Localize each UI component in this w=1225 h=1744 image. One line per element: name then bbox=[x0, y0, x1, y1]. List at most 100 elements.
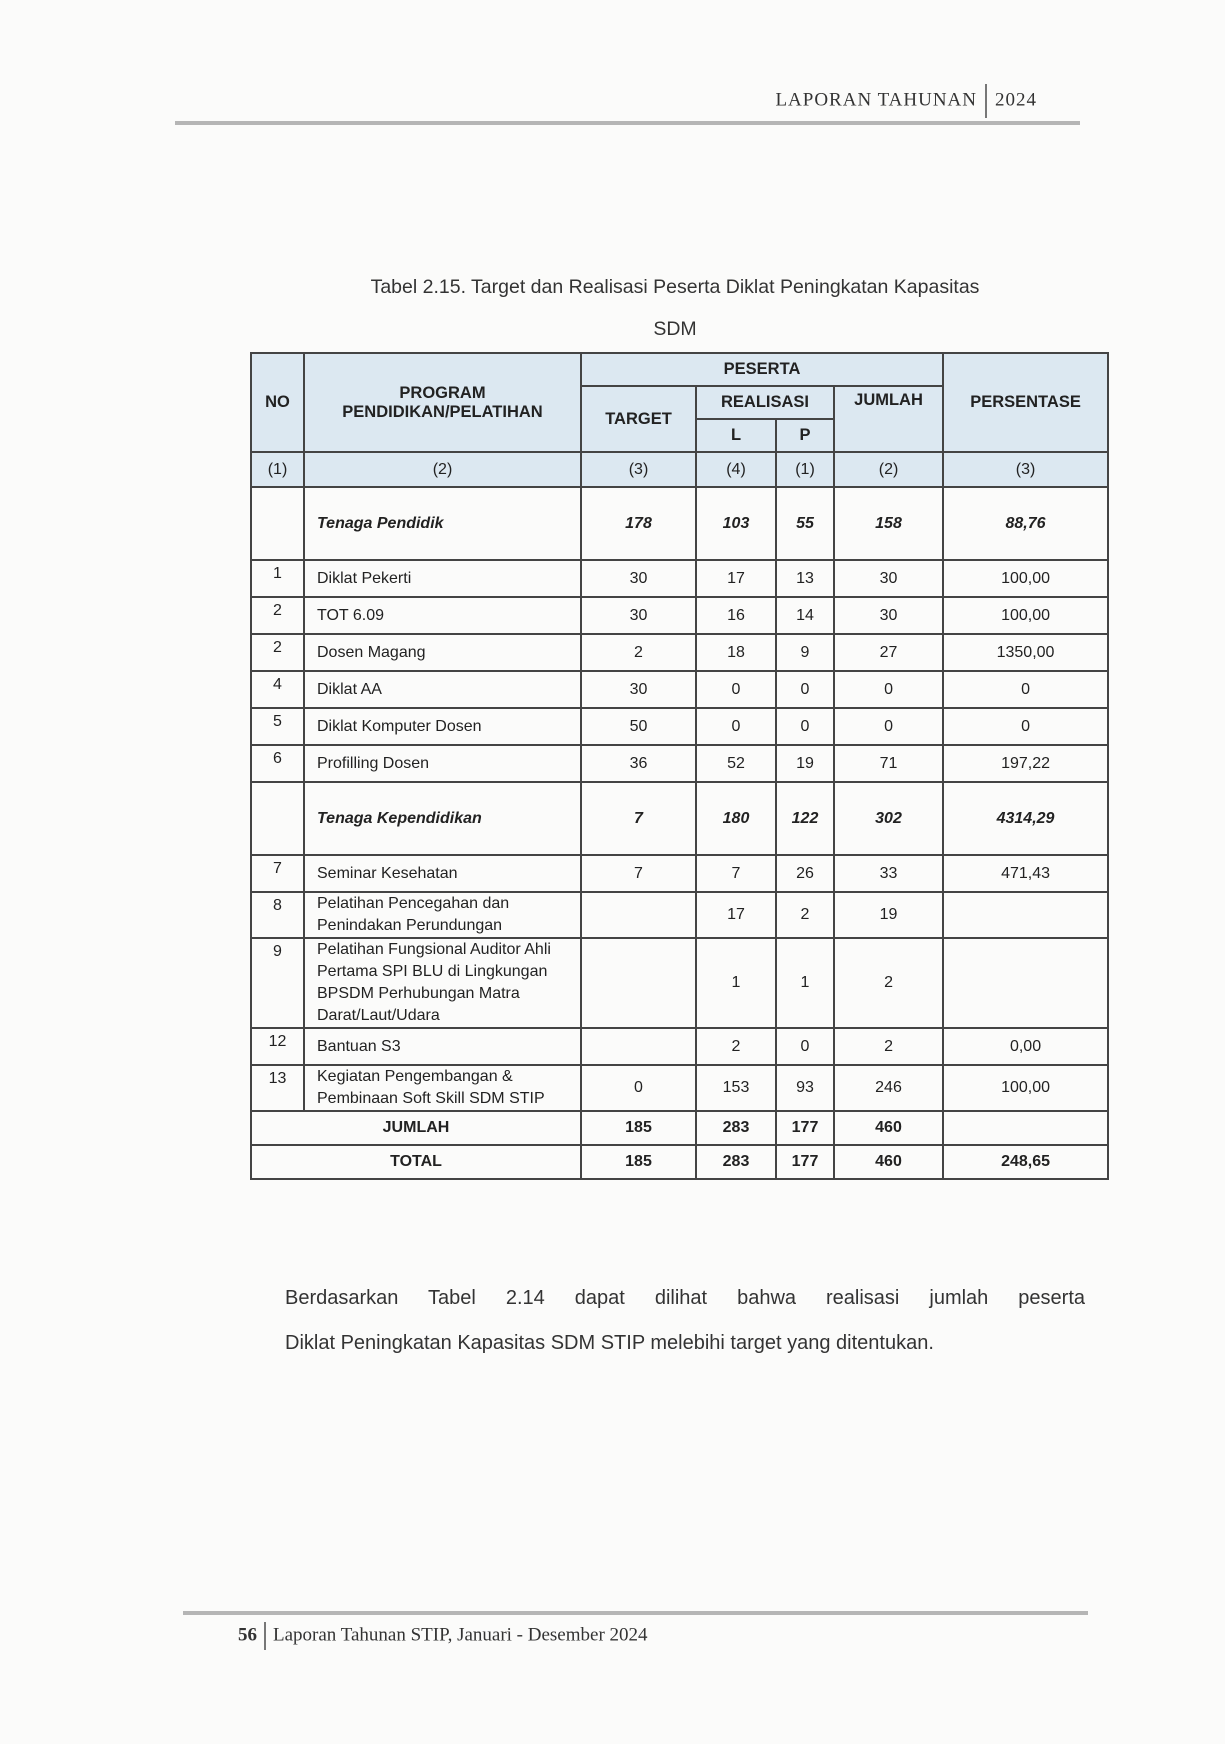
row-jumlah: 2 bbox=[832, 1027, 945, 1066]
summary-persentase: 248,65 bbox=[942, 1144, 1110, 1180]
summary-jumlah: 460 bbox=[832, 1110, 945, 1146]
header-peserta: PESERTA bbox=[579, 352, 945, 387]
row-l: 2 bbox=[695, 1027, 777, 1066]
row-p: 0 bbox=[775, 707, 835, 746]
column-index: (2) bbox=[303, 451, 582, 488]
row-jumlah: 71 bbox=[832, 744, 945, 783]
row-p: 13 bbox=[775, 559, 835, 598]
summary-persentase bbox=[942, 1110, 1110, 1146]
row-l: 7 bbox=[695, 854, 777, 893]
column-index: (3) bbox=[942, 451, 1110, 488]
row-jumlah: 0 bbox=[832, 670, 945, 709]
row-l: 0 bbox=[695, 707, 777, 746]
group-label: Tenaga Pendidik bbox=[303, 486, 582, 561]
group-l: 103 bbox=[695, 486, 777, 561]
row-target: 30 bbox=[580, 559, 697, 598]
table-row: 6 Profilling Dosen 36 52 19 71 197,22 bbox=[250, 744, 1110, 783]
row-program: TOT 6.09 bbox=[303, 596, 582, 635]
row-target: 2 bbox=[580, 633, 697, 672]
footer-rule bbox=[183, 1611, 1088, 1615]
column-index: (4) bbox=[695, 451, 777, 488]
row-program: Diklat Komputer Dosen bbox=[303, 707, 582, 746]
group-label: Tenaga Kependidikan bbox=[303, 781, 582, 856]
table-row: 9 Pelatihan Fungsional Auditor Ahli Perta… bbox=[250, 937, 1110, 1029]
header-realisasi: REALISASI bbox=[695, 385, 835, 420]
row-persentase: 100,00 bbox=[942, 596, 1110, 635]
header-persentase: PERSENTASE bbox=[942, 352, 1110, 453]
row-no: 4 bbox=[250, 670, 305, 709]
group-p: 55 bbox=[775, 486, 835, 561]
header-no: NO bbox=[250, 352, 305, 453]
row-p: 2 bbox=[775, 891, 835, 939]
row-program: Bantuan S3 bbox=[303, 1027, 582, 1066]
row-persentase: 197,22 bbox=[942, 744, 1110, 783]
header-jumlah: JUMLAH bbox=[832, 385, 945, 453]
paragraph-line: Diklat Peningkatan Kapasitas SDM STIP me… bbox=[285, 1332, 934, 1354]
group-jumlah: 302 bbox=[832, 781, 945, 856]
row-program: Dosen Magang bbox=[303, 633, 582, 672]
row-persentase: 0 bbox=[942, 670, 1110, 709]
column-index: (2) bbox=[832, 451, 945, 488]
row-no: 5 bbox=[250, 707, 305, 746]
summary-label: JUMLAH bbox=[250, 1110, 582, 1146]
summary-l: 283 bbox=[695, 1144, 777, 1180]
header-l: L bbox=[695, 418, 777, 453]
row-l: 16 bbox=[695, 596, 777, 635]
row-no: 6 bbox=[250, 744, 305, 783]
row-no: 2 bbox=[250, 633, 305, 672]
row-persentase bbox=[942, 891, 1110, 939]
column-index: (1) bbox=[775, 451, 835, 488]
table-row: 12 Bantuan S3 2 0 2 0,00 bbox=[250, 1027, 1110, 1066]
row-target: 7 bbox=[580, 854, 697, 893]
group-row: Tenaga Kependidikan 7 180 122 302 4314,29 bbox=[250, 781, 1110, 856]
row-l: 153 bbox=[695, 1064, 777, 1112]
row-persentase: 100,00 bbox=[942, 1064, 1110, 1112]
header-target: TARGET bbox=[580, 385, 697, 453]
group-p: 122 bbox=[775, 781, 835, 856]
page-footer: 56 Laporan Tahunan STIP, Januari - Desemb… bbox=[238, 1622, 648, 1650]
summary-target: 185 bbox=[580, 1110, 697, 1146]
row-jumlah: 27 bbox=[832, 633, 945, 672]
summary-l: 283 bbox=[695, 1110, 777, 1146]
group-row: Tenaga Pendidik 178 103 55 158 88,76 bbox=[250, 486, 1110, 561]
row-target: 50 bbox=[580, 707, 697, 746]
row-jumlah: 0 bbox=[832, 707, 945, 746]
running-header: LAPORAN TAHUNAN 2024 bbox=[600, 84, 1037, 118]
body-paragraph: Berdasarkan Tabel 2.14 dapat dilihat bah… bbox=[285, 1276, 1085, 1366]
footer-divider bbox=[264, 1622, 266, 1650]
table-row: 7 Seminar Kesehatan 7 7 26 33 471,43 bbox=[250, 854, 1110, 893]
header-program: PROGRAM PENDIDIKAN/PELATIHAN bbox=[303, 352, 582, 453]
row-no: 7 bbox=[250, 854, 305, 893]
row-persentase: 1350,00 bbox=[942, 633, 1110, 672]
table-row: 2 TOT 6.09 30 16 14 30 100,00 bbox=[250, 596, 1110, 635]
row-p: 1 bbox=[775, 937, 835, 1029]
group-l: 180 bbox=[695, 781, 777, 856]
row-program: Profilling Dosen bbox=[303, 744, 582, 783]
row-l: 0 bbox=[695, 670, 777, 709]
table-caption: Tabel 2.15. Target dan Realisasi Peserta… bbox=[250, 266, 1100, 350]
header-rule bbox=[175, 121, 1080, 125]
row-p: 93 bbox=[775, 1064, 835, 1112]
summary-p: 177 bbox=[775, 1110, 835, 1146]
row-jumlah: 30 bbox=[832, 596, 945, 635]
table-row: 1 Diklat Pekerti 30 17 13 30 100,00 bbox=[250, 559, 1110, 598]
footer-text: Laporan Tahunan STIP, Januari - Desember… bbox=[273, 1624, 648, 1646]
row-target: 0 bbox=[580, 1064, 697, 1112]
row-program: Pelatihan Fungsional Auditor Ahli Pertam… bbox=[303, 937, 582, 1029]
row-target bbox=[580, 891, 697, 939]
summary-jumlah: 460 bbox=[832, 1144, 945, 1180]
table-row: 4 Diklat AA 30 0 0 0 0 bbox=[250, 670, 1110, 709]
caption-line: Tabel 2.15. Target dan Realisasi Peserta… bbox=[370, 276, 980, 298]
row-persentase: 0 bbox=[942, 707, 1110, 746]
row-no: 2 bbox=[250, 596, 305, 635]
group-jumlah: 158 bbox=[832, 486, 945, 561]
row-p: 26 bbox=[775, 854, 835, 893]
row-no: 12 bbox=[250, 1027, 305, 1066]
row-target: 30 bbox=[580, 596, 697, 635]
table-row: 13 Kegiatan Pengembangan & Pembinaan Soft… bbox=[250, 1064, 1110, 1112]
row-l: 17 bbox=[695, 891, 777, 939]
row-persentase: 471,43 bbox=[942, 854, 1110, 893]
summary-row: TOTAL 185 283 177 460 248,65 bbox=[250, 1144, 1110, 1180]
table-row: 2 Dosen Magang 2 18 9 27 1350,00 bbox=[250, 633, 1110, 672]
row-program: Kegiatan Pengembangan & Pembinaan Soft S… bbox=[303, 1064, 582, 1112]
